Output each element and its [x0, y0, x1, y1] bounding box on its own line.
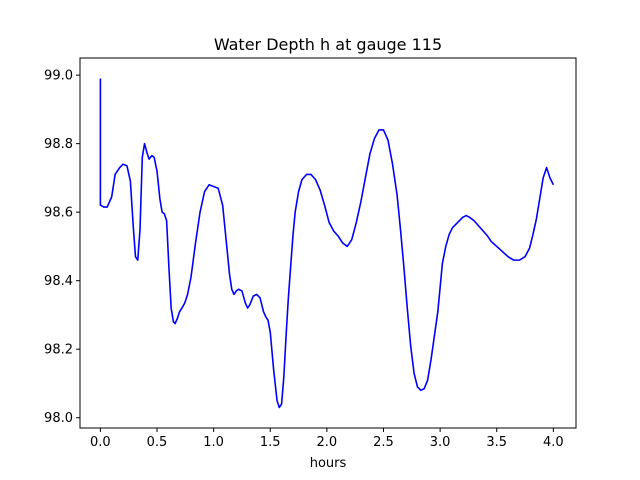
plot-area	[80, 58, 576, 428]
chart-title: Water Depth h at gauge 115	[214, 35, 442, 54]
y-axis-ticks: 98.0 98.2 98.4 98.6 98.8 99.0	[44, 69, 80, 426]
y-tick-label: 98.2	[44, 343, 73, 358]
x-axis-label: hours	[310, 456, 347, 471]
x-tick-label: 0.0	[90, 435, 111, 450]
x-tick-label: 1.5	[260, 435, 281, 450]
x-tick-label: 2.0	[317, 435, 338, 450]
x-tick-label: 4.0	[543, 435, 564, 450]
x-tick-label: 3.0	[430, 435, 451, 450]
y-tick-label: 98.0	[44, 411, 73, 426]
y-tick-label: 98.4	[44, 274, 73, 289]
x-tick-label: 3.5	[486, 435, 507, 450]
x-axis-ticks: 0.0 0.5 1.0 1.5 2.0 2.5 3.0 3.5 4.0	[90, 428, 564, 450]
y-tick-label: 98.8	[44, 137, 73, 152]
x-tick-label: 2.5	[373, 435, 394, 450]
y-tick-label: 98.6	[44, 206, 73, 221]
x-tick-label: 0.5	[147, 435, 168, 450]
series-line-0	[99, 78, 555, 409]
series-layer	[99, 78, 555, 409]
y-tick-label: 99.0	[44, 69, 73, 84]
x-tick-label: 1.0	[203, 435, 224, 450]
plot-frame	[79, 57, 577, 429]
